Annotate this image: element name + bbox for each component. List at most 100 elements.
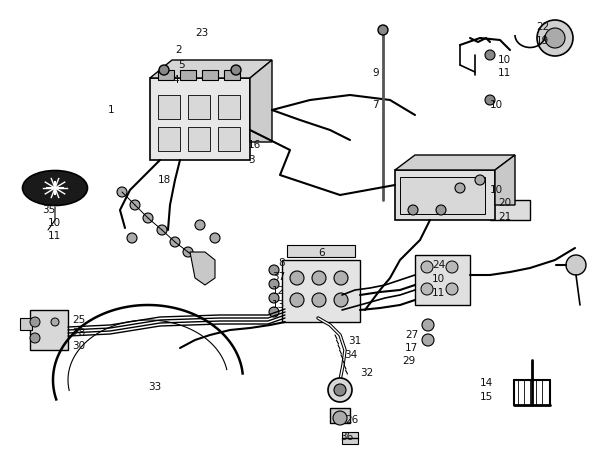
Text: 20: 20 [498, 198, 511, 208]
Text: 11: 11 [432, 288, 446, 298]
Text: 34: 34 [344, 350, 357, 360]
Text: 28: 28 [72, 328, 86, 338]
Circle shape [566, 255, 586, 275]
Text: 22: 22 [536, 22, 549, 32]
Text: 13: 13 [272, 300, 285, 310]
Circle shape [170, 237, 180, 247]
Circle shape [130, 200, 140, 210]
Text: 2: 2 [175, 45, 182, 55]
Text: 4: 4 [172, 75, 179, 85]
Text: 32: 32 [360, 368, 373, 378]
Circle shape [51, 318, 59, 326]
Text: 8: 8 [278, 258, 285, 268]
Polygon shape [250, 60, 272, 142]
Text: 6: 6 [318, 248, 325, 258]
Text: 10: 10 [432, 274, 445, 284]
Bar [218, 95, 240, 119]
Bar [282, 260, 360, 322]
Bar [415, 255, 470, 305]
Circle shape [475, 175, 485, 185]
Bar [218, 127, 240, 151]
Circle shape [290, 293, 304, 307]
Text: 1: 1 [108, 105, 115, 115]
Bar [150, 78, 250, 160]
Text: 10: 10 [498, 55, 511, 65]
Text: 7: 7 [372, 100, 378, 110]
Circle shape [312, 271, 326, 285]
Text: 21: 21 [498, 212, 511, 222]
Circle shape [446, 283, 458, 295]
Circle shape [334, 293, 348, 307]
Text: 10: 10 [490, 185, 503, 195]
Circle shape [545, 28, 565, 48]
Polygon shape [490, 160, 530, 220]
Ellipse shape [23, 171, 87, 206]
Circle shape [312, 293, 326, 307]
Text: 9: 9 [372, 68, 378, 78]
Bar [188, 95, 210, 119]
Circle shape [334, 271, 348, 285]
Bar [158, 95, 180, 119]
Circle shape [117, 187, 127, 197]
Text: 33: 33 [148, 382, 161, 392]
Circle shape [455, 183, 465, 193]
Circle shape [328, 378, 352, 402]
Text: 10: 10 [490, 100, 503, 110]
Circle shape [269, 279, 279, 289]
Bar [158, 70, 174, 80]
Circle shape [193, 255, 203, 265]
Text: 23: 23 [195, 28, 208, 38]
Text: 18: 18 [158, 175, 171, 185]
Circle shape [408, 205, 418, 215]
Circle shape [422, 319, 434, 331]
Circle shape [421, 261, 433, 273]
Bar [20, 318, 32, 330]
Circle shape [195, 220, 205, 230]
Circle shape [127, 233, 137, 243]
Circle shape [159, 65, 169, 75]
Circle shape [537, 20, 573, 56]
Circle shape [334, 384, 346, 396]
Text: 36: 36 [340, 432, 353, 442]
Text: 11: 11 [48, 231, 61, 241]
Text: 26: 26 [345, 415, 358, 425]
Text: 30: 30 [72, 341, 85, 351]
Bar [224, 70, 240, 80]
Text: 31: 31 [348, 336, 361, 346]
Circle shape [333, 411, 347, 425]
Bar [188, 127, 210, 151]
Text: 17: 17 [405, 343, 418, 353]
Text: 19: 19 [536, 36, 549, 46]
Bar [330, 408, 350, 423]
Bar [400, 177, 485, 214]
Circle shape [210, 233, 220, 243]
Text: 37: 37 [272, 272, 285, 282]
Bar [158, 127, 180, 151]
Bar [342, 432, 358, 444]
Circle shape [446, 261, 458, 273]
Text: 27: 27 [405, 330, 418, 340]
Circle shape [269, 307, 279, 317]
Circle shape [231, 65, 241, 75]
Text: 15: 15 [480, 392, 493, 402]
Text: 14: 14 [480, 378, 493, 388]
Circle shape [378, 25, 388, 35]
Text: 24: 24 [432, 260, 446, 270]
Polygon shape [150, 60, 272, 78]
Bar [287, 245, 355, 257]
Bar [30, 310, 68, 350]
Circle shape [30, 333, 40, 343]
Text: 25: 25 [72, 315, 86, 325]
Polygon shape [190, 252, 215, 285]
Polygon shape [495, 155, 515, 205]
Text: 16: 16 [248, 140, 261, 150]
Circle shape [436, 205, 446, 215]
Bar [180, 70, 196, 80]
Text: 3: 3 [248, 155, 255, 165]
Circle shape [143, 213, 153, 223]
Circle shape [157, 225, 167, 235]
Text: 11: 11 [498, 68, 511, 78]
Circle shape [269, 265, 279, 275]
Bar [202, 70, 218, 80]
Bar [395, 170, 495, 220]
